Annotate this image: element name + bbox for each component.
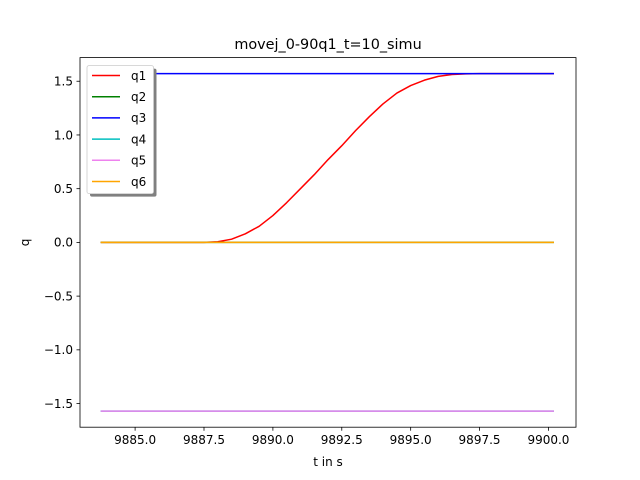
y-tick-label: 1.5	[54, 75, 73, 89]
series-line-q1	[100, 72, 554, 244]
y-tick-label: −0.5	[44, 289, 73, 303]
y-tick-label: 1.0	[54, 128, 73, 142]
series-layer	[100, 72, 554, 412]
chart-title: movej_0-90q1_t=10_simu	[234, 37, 421, 53]
y-tick-label: 0.0	[54, 236, 73, 250]
y-axis: −1.5 −1.0 −0.5 0.0 0.5 1.0 1.5	[44, 75, 80, 411]
y-axis-label: q	[18, 239, 32, 247]
y-tick-label: 0.5	[54, 182, 73, 196]
legend-label-q3: q3	[131, 111, 146, 125]
legend-label-q2: q2	[131, 90, 146, 104]
legend-label-q5: q5	[131, 154, 146, 168]
legend-label-q6: q6	[131, 175, 146, 189]
x-tick-label: 9900.0	[527, 433, 569, 447]
y-tick-label: −1.5	[44, 397, 73, 411]
x-tick-label: 9895.0	[390, 433, 432, 447]
legend-items: q1 q2 q3 q4 q5 q6	[92, 69, 146, 189]
x-tick-label: 9892.5	[321, 433, 363, 447]
y-tick-label: −1.0	[44, 343, 73, 357]
legend-label-q4: q4	[131, 132, 146, 146]
x-tick-label: 9890.0	[252, 433, 294, 447]
legend: q1 q2 q3 q4 q5 q6	[86, 65, 157, 197]
x-tick-label: 9887.5	[183, 433, 225, 447]
legend-box	[86, 65, 154, 194]
legend-label-q1: q1	[131, 69, 146, 83]
x-tick-label: 9897.5	[459, 433, 501, 447]
x-axis-label: t in s	[313, 455, 343, 469]
x-axis: 9885.0 9887.5 9890.0 9892.5 9895.0 9897.5 9900…	[114, 427, 569, 447]
x-tick-label: 9885.0	[114, 433, 156, 447]
